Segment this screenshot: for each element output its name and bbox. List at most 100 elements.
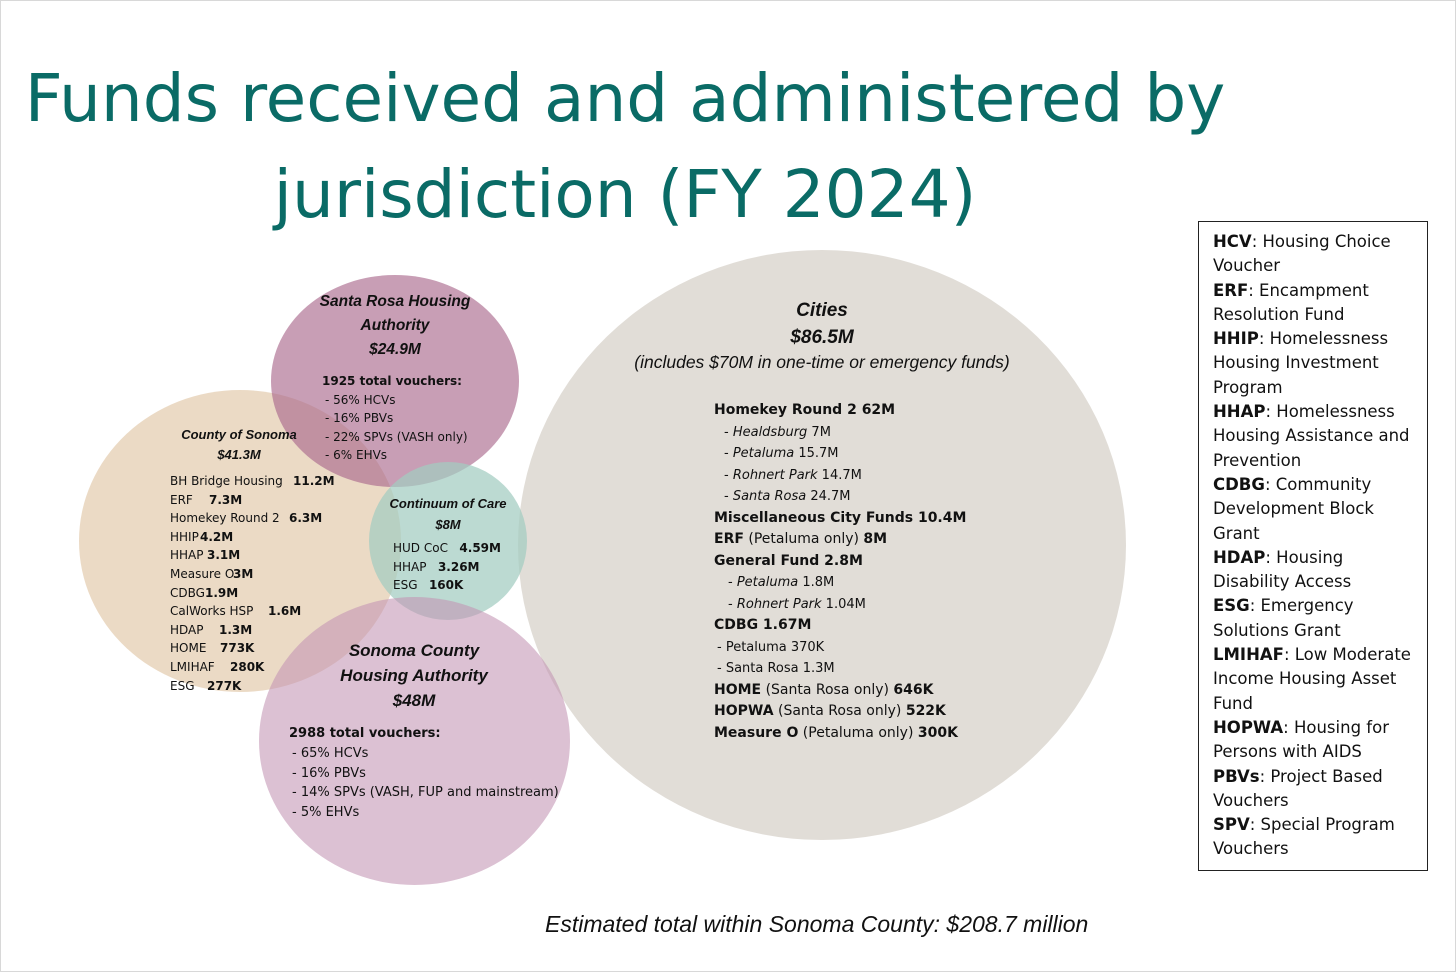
legend-entry: PBVs: Project Based Vouchers [1213,765,1427,814]
legend-text: Disability Access [1213,572,1352,592]
county-item-label: ESG [170,678,195,693]
county-item-value: 11.2M [293,474,335,488]
legend-line: Fund [1213,692,1427,716]
legend-entry: SPV: Special Program Vouchers [1213,813,1427,862]
cities-list-item: ERF (Petaluma only) 8M [714,529,966,551]
county-item-label: ERF [170,492,193,507]
legend-text: Grant [1213,523,1260,543]
fund-name: Measure O [714,724,799,741]
legend-text: : Project Based [1259,766,1383,786]
amount: 522K [905,703,946,719]
legend-text: Prevention [1213,450,1302,470]
list-item: HHAP 3.26M [393,558,501,577]
cities-list-item: - Santa Rosa 1.3M [717,661,835,676]
legend-text: Housing Investment [1213,353,1379,373]
county-item-value: 1.9M [205,585,239,600]
scha-amount: $48M [392,691,436,710]
legend-text: : Community [1264,474,1372,494]
amount: 8M [863,531,888,547]
cities-list-item: HOPWA (Santa Rosa only) 522K [714,701,966,723]
place-name: Santa Rosa [732,489,807,504]
legend-line: HHIP: Homelessness [1213,327,1427,351]
legend-text: : Homelessness [1258,329,1389,349]
cities-list-item: - Petaluma 15.7M [714,443,966,465]
legend-text: Resolution Fund [1213,304,1345,324]
dash: - [724,467,733,483]
santa-rosa-housing-authority-circle [271,275,519,487]
legend-entry: HOPWA: Housing for Persons with AIDS [1213,716,1427,765]
list-item: - 5% EHVs [292,805,360,821]
legend-line: Housing Investment [1213,351,1427,375]
county-item-label: HHAP [170,548,204,563]
county-item-value: 7.3M [209,492,243,507]
legend-text: Persons with AIDS [1213,742,1362,762]
legend-line: HDAP: Housing [1213,546,1427,570]
legend-line: ESG: Emergency [1213,594,1427,618]
legend-abbr: PBVs [1213,766,1260,786]
legend-text: Development Block [1213,499,1374,519]
legend-entry: HCV: Housing Choice Voucher [1213,230,1427,279]
list-item: HUD CoC 4.59M [393,539,501,558]
legend-abbr: HCV [1213,232,1252,251]
amount: 1.04M [821,596,866,612]
county-item-value: 277K [207,678,242,693]
fund-scope: (Petaluma only) [798,724,918,741]
legend-line: Solutions Grant [1213,619,1427,643]
dash: - [728,596,737,612]
legend-abbr: HHIP [1213,329,1259,349]
legend-line: HCV: Housing Choice [1213,230,1427,254]
total-estimate-footer: Estimated total within Sonoma County: $2… [545,911,1089,937]
dash: - [724,424,733,440]
cities-list-item: - Petaluma 370K [717,639,825,655]
cities-funding-list: Homekey Round 2 62M - Healdsburg 7M - Peta… [714,400,966,744]
county-name: County of Sonoma [181,427,297,442]
slide-title-line-1: Funds received and administered by [24,60,1226,137]
legend-line: Vouchers [1213,789,1427,813]
legend-text: : Low Moderate [1283,645,1411,665]
abbreviation-legend: HCV: Housing Choice Voucher ERF: Encampmen… [1198,221,1428,871]
coc-amount: $8M [435,517,461,532]
list-item: - 65% HCVs [292,745,369,761]
legend-abbr: ERF [1213,280,1249,300]
legend-line: Voucher [1213,254,1427,278]
county-item-label: HHIP [170,529,199,544]
coc-item-value: 3.26M [437,559,480,574]
amount: 300K [917,724,958,741]
county-item-label: LMIHAF [170,659,215,674]
legend-line: CDBG: Community [1213,473,1427,497]
legend-line: PBVs: Project Based [1213,765,1427,789]
cities-amount: $86.5M [790,327,854,348]
county-item-value: 3M [233,566,254,581]
legend-entry: ESG: Emergency Solutions Grant [1213,594,1427,643]
legend-line: Disability Access [1213,570,1427,594]
coc-item-label: HUD CoC [393,541,448,555]
legend-line: SPV: Special Program [1213,813,1427,837]
fund-name: HOPWA [714,703,774,719]
cities-list-item: Homekey Round 2 62M [714,402,896,418]
legend-text: Housing Assistance and [1213,426,1410,446]
county-item-label: HDAP [170,622,204,637]
legend-line: Persons with AIDS [1213,740,1427,764]
county-item-label: BH Bridge Housing [170,474,283,488]
legend-text: Solutions Grant [1213,620,1341,640]
county-of-sonoma-heading: County of Sonoma $41.3M [150,425,328,465]
cities-note: (includes $70M in one-time or emergency … [634,352,1010,372]
cities-list-item: - Santa Rosa 24.7M [714,486,966,508]
legend-abbr: CDBG [1213,474,1265,494]
legend-text: : Special Program [1249,815,1395,835]
legend-line: Housing Assistance and [1213,424,1427,448]
cities-list-item: CDBG 1.67M [714,617,812,633]
amount: 15.7M [794,446,839,461]
continuum-of-care-heading: Continuum of Care $8M [380,493,516,535]
fund-name: ERF [714,531,744,547]
county-item-label: Homekey Round 2 [170,511,280,526]
place-name: Healdsburg [732,424,808,440]
coc-item-label: HHAP [393,559,427,574]
list-item: - 16% PBVs [325,411,394,425]
legend-abbr: ESG [1213,596,1250,616]
list-item: - 16% PBVs [292,765,366,781]
cities-list-item: HOME (Santa Rosa only) 646K [714,680,966,702]
legend-line: Development Block [1213,497,1427,521]
county-item-value: 3.1M [207,548,241,563]
legend-text: Income Housing Asset [1213,669,1397,689]
